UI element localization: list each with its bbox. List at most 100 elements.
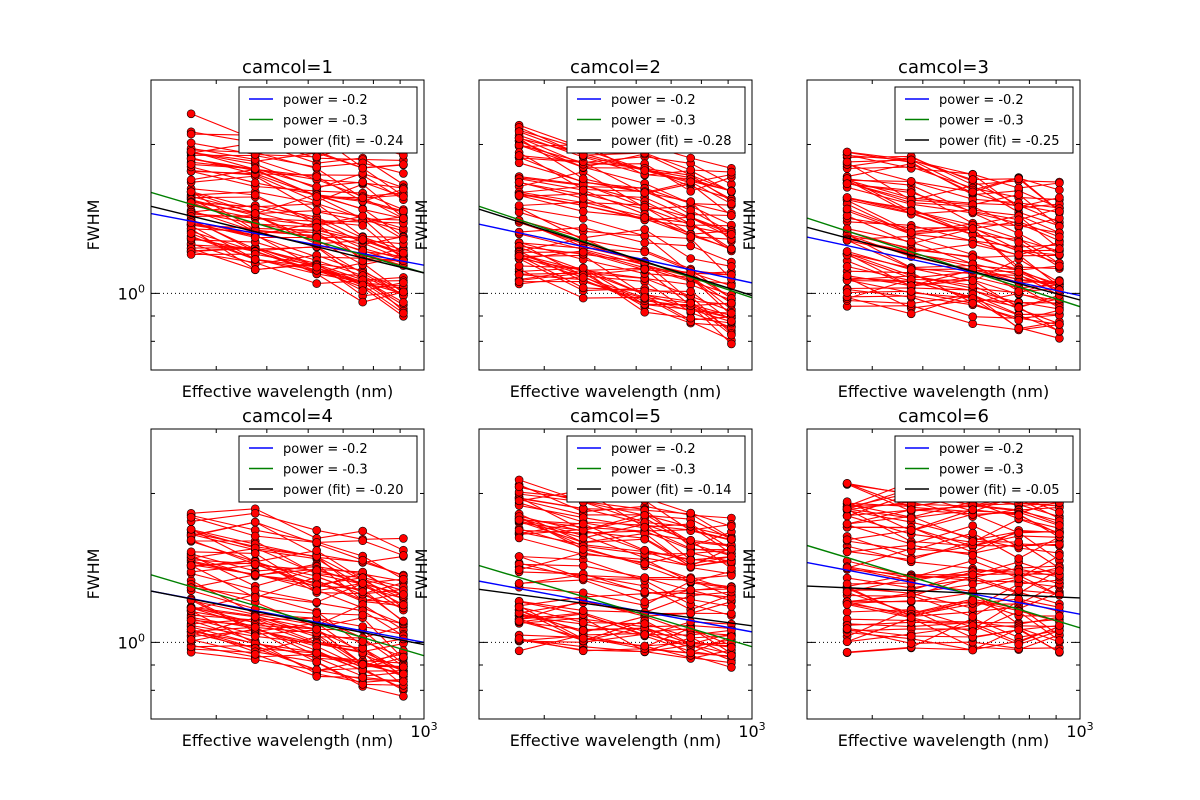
data-point xyxy=(578,533,588,543)
legend-label: power = -0.2 xyxy=(283,93,368,108)
legend-label: power (fit) = -0.25 xyxy=(939,134,1060,149)
legend: power = -0.2 power = -0.3 power (fit) = -0… xyxy=(894,435,1074,503)
data-point xyxy=(399,590,408,599)
series-line xyxy=(518,552,732,580)
data-point xyxy=(358,579,368,588)
data-point xyxy=(842,262,852,271)
data-point xyxy=(842,587,852,597)
data-point xyxy=(640,225,650,234)
data-series-group xyxy=(514,475,736,672)
subplot-title: camcol=5 xyxy=(570,406,661,427)
data-point xyxy=(578,263,588,273)
data-point xyxy=(186,635,196,644)
data-point xyxy=(578,646,588,656)
legend-label: power = -0.3 xyxy=(939,114,1024,129)
data-point xyxy=(312,262,322,272)
data-point xyxy=(312,172,322,181)
data-point xyxy=(1014,229,1024,238)
data-point xyxy=(250,209,260,218)
series-line xyxy=(519,201,732,251)
data-point xyxy=(842,511,852,521)
data-point xyxy=(842,147,852,157)
data-point xyxy=(186,524,196,534)
legend-label: power = -0.3 xyxy=(611,463,696,478)
data-point xyxy=(686,633,696,642)
data-point xyxy=(906,188,916,197)
y-axis-label: FWHM xyxy=(84,200,103,251)
legend: power = -0.2 power = -0.3 power (fit) = -0… xyxy=(238,86,418,154)
data-point xyxy=(312,657,322,667)
data-point xyxy=(514,151,524,160)
data-point xyxy=(399,534,408,543)
y-axis-label: FWHM xyxy=(412,549,431,600)
data-point xyxy=(727,199,736,209)
data-point xyxy=(250,559,260,569)
power-line xyxy=(807,544,1080,629)
data-point xyxy=(842,607,852,617)
data-point xyxy=(186,218,196,227)
data-point xyxy=(250,649,260,659)
data-point xyxy=(727,651,736,660)
data-point xyxy=(514,134,524,143)
data-point xyxy=(906,505,916,515)
data-point xyxy=(842,288,852,297)
data-point xyxy=(640,545,650,555)
data-point xyxy=(842,519,852,529)
x-axis-label: Effective wavelength (nm) xyxy=(182,382,393,401)
x-tick-label: 103 xyxy=(410,720,437,741)
data-point xyxy=(514,616,524,626)
data-point xyxy=(186,512,196,522)
data-point xyxy=(399,185,408,194)
data-point xyxy=(906,513,916,523)
data-point xyxy=(399,192,408,201)
data-point xyxy=(1055,636,1064,645)
data-point xyxy=(312,586,322,596)
data-point xyxy=(1014,267,1024,277)
data-point xyxy=(578,293,588,303)
data-point xyxy=(727,544,736,554)
data-point xyxy=(250,254,260,264)
data-point xyxy=(1014,640,1024,649)
data-point xyxy=(1055,207,1064,216)
data-point xyxy=(312,608,322,618)
data-point xyxy=(640,619,650,629)
data-point xyxy=(186,250,196,259)
data-point xyxy=(312,222,322,232)
data-point xyxy=(358,536,368,546)
data-point xyxy=(906,309,916,319)
data-point xyxy=(640,641,650,651)
data-point xyxy=(578,194,588,203)
data-point xyxy=(727,316,736,326)
data-point xyxy=(727,230,736,239)
series-line xyxy=(847,288,1060,325)
data-point xyxy=(686,177,696,187)
data-point xyxy=(842,624,852,633)
data-point xyxy=(906,237,916,247)
data-point xyxy=(399,298,408,307)
data-point xyxy=(358,555,368,565)
data-point xyxy=(1014,315,1024,325)
data-point xyxy=(1055,590,1064,600)
y-tick-label: 100 xyxy=(118,282,145,303)
data-point xyxy=(906,540,916,550)
data-point xyxy=(399,616,408,626)
data-point xyxy=(514,277,524,287)
data-point xyxy=(640,522,650,532)
data-point xyxy=(514,270,524,279)
data-point xyxy=(640,630,650,639)
data-point xyxy=(578,174,588,183)
data-point xyxy=(514,646,524,656)
data-point xyxy=(578,207,588,216)
data-point xyxy=(186,604,196,613)
data-point xyxy=(640,559,650,569)
x-axis-label: Effective wavelength (nm) xyxy=(510,382,721,401)
legend-label: power (fit) = -0.14 xyxy=(611,483,732,498)
data-point xyxy=(968,528,978,538)
data-point xyxy=(842,497,852,507)
data-point xyxy=(727,602,736,611)
axes-frame xyxy=(150,428,425,720)
data-point xyxy=(399,169,408,178)
data-point xyxy=(399,214,408,223)
data-point xyxy=(399,248,408,258)
data-point xyxy=(1055,232,1064,242)
